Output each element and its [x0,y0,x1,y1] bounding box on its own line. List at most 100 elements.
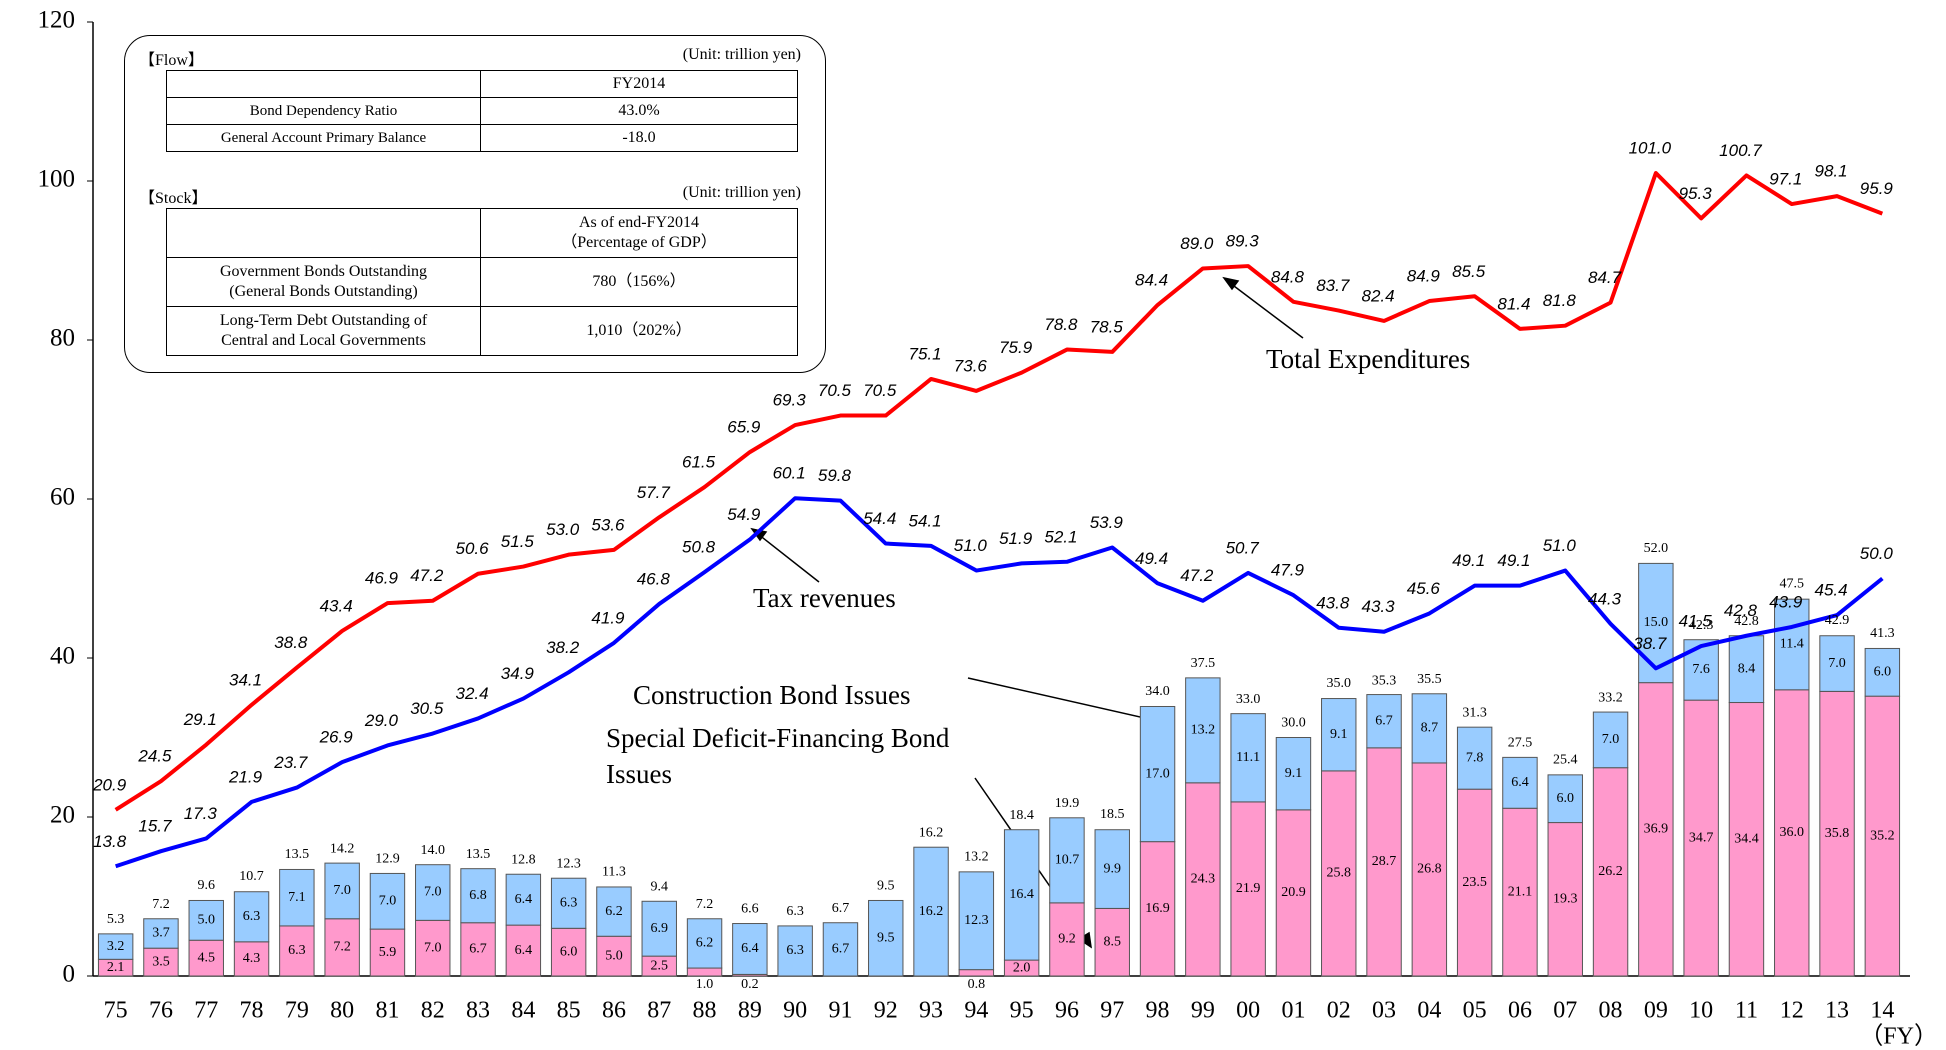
bar-value-label: 10.7 [1055,853,1080,868]
bar-value-label: 6.7 [1375,713,1393,728]
bar-total-label: 12.8 [511,852,536,867]
line-value-label: 84.9 [1407,267,1441,286]
bar-total-label: 6.3 [786,904,804,919]
bar-value-label: 5.9 [379,945,397,960]
x-tick-label: 80 [330,998,354,1024]
header-row: FY2014 [166,70,798,98]
bar-segment [505,873,542,926]
y-tick-label: 120 [38,7,76,34]
bar-segment [686,918,723,969]
line-value-label: 45.6 [1407,579,1441,598]
bar-segment [415,864,451,921]
line-value-label: 49.1 [1452,551,1485,570]
line-value-label: 13.8 [93,832,127,851]
bar-total-label: 13.2 [964,849,989,864]
bar-segment [1774,689,1810,977]
bar-value-label: 9.5 [877,930,895,945]
bar-value-label: 6.8 [469,888,487,903]
line-value-label: 41.9 [591,608,625,627]
line-value-label: 69.3 [773,391,807,410]
line-value-label: 42.8 [1724,601,1758,620]
bar-segment [1774,598,1810,691]
x-tick-label: 89 [738,998,762,1024]
bar-segment [460,868,496,924]
line-value-label: 15.7 [138,817,172,836]
bar-value-label: 8.5 [1104,934,1122,949]
line-value-label: 75.1 [909,344,942,363]
bar-total-label: 34.0 [1145,684,1170,699]
y-tick-label: 60 [50,484,75,511]
bar-total-label: 35.3 [1372,674,1397,689]
cell-line: Bond Dependency Ratio [249,103,398,119]
bar-value-label: 2.5 [651,958,669,973]
line-value-label: 50.8 [682,538,716,557]
cell-line: （Percentage of GDP） [561,234,717,251]
line-value-label: 98.1 [1815,162,1848,181]
bar-segment [1275,809,1312,977]
bar-segment [1864,695,1901,977]
bar-total-label: 9.4 [651,879,669,894]
bar-value-label: 4.3 [243,951,261,966]
line-value-label: 85.5 [1452,262,1486,281]
bar-value-label: 5.0 [605,948,623,963]
line-value-label: 23.7 [273,753,308,772]
x-tick-label: 03 [1372,998,1396,1024]
line-value-label: 54.1 [909,511,942,530]
x-tick-label: 02 [1327,998,1351,1024]
x-tick-label: 96 [1055,998,1079,1024]
heading: 【Stock】 [139,190,208,207]
line-value-label: 41.5 [1679,612,1713,631]
x-tick-label: 07 [1553,998,1577,1024]
line-value-label: 32.4 [456,684,489,703]
summary-table: 【Flow】 (Unit: trillion yen) FY2014 Bond D… [124,35,826,373]
bar-segment [460,922,496,977]
annotation: Special Deficit-Financing Bond Issues [606,723,950,789]
bar-segment [369,928,406,977]
x-tick-label: 75 [104,998,128,1024]
arrow [967,677,1159,722]
line-value-label: 46.9 [365,569,399,588]
bar-segment [1728,635,1765,704]
bar-segment [1592,711,1629,769]
bar-segment [958,969,995,977]
bar-value-label: 4.5 [198,950,216,965]
bar-segment [1638,682,1674,977]
x-tick-label: 76 [149,998,173,1024]
x-tick-label: 14 [1870,998,1894,1024]
bar-total-label: 7.2 [696,897,714,912]
bar-total-label: 47.5 [1780,577,1805,592]
line-value-label: 46.8 [637,569,671,588]
bar-total-label: 31.3 [1462,705,1487,720]
cell: 43.0% [480,97,798,125]
bar-value-label: 6.2 [696,936,714,951]
line-value-label: 29.1 [183,710,217,729]
arrow-head [1222,276,1240,291]
bar-value-label: 6.3 [288,943,306,958]
line-value-label: 95.3 [1679,184,1713,203]
annotation: Tax revenues [753,583,896,613]
bar-segment [233,891,270,943]
line-value-label: 84.7 [1588,268,1622,287]
bar-value-label: 1.0 [696,977,714,992]
bar-segment [1139,841,1176,977]
bar-value-label: 5.0 [198,913,216,928]
x-tick-label: 94 [964,998,988,1024]
bar-value-label: 19.3 [1553,892,1578,907]
bar-value-label: 11.4 [1780,637,1804,652]
stock-table: As of end-FY2014 （Percentage of GDP） Gover… [166,208,798,356]
bar-value-label: 0.8 [968,977,986,992]
line-value-label: 38.2 [546,638,580,657]
x-tick-label: 85 [557,998,581,1024]
x-tick-label: 82 [421,998,445,1024]
bar-total-label: 10.7 [239,869,264,884]
line-value-label: 50.0 [1860,544,1894,563]
bar-segment [958,871,995,971]
bar-total-label: 52.0 [1644,541,1669,556]
line-value-label: 95.9 [1860,179,1894,198]
bar-total-label: 6.7 [832,901,850,916]
bar-value-label: 17.0 [1145,766,1170,781]
bar-value-label: 25.8 [1327,866,1352,881]
unit: (Unit: trillion yen) [682,184,801,201]
bar-segment [188,899,224,941]
header-row: As of end-FY2014 （Percentage of GDP） [166,208,798,258]
